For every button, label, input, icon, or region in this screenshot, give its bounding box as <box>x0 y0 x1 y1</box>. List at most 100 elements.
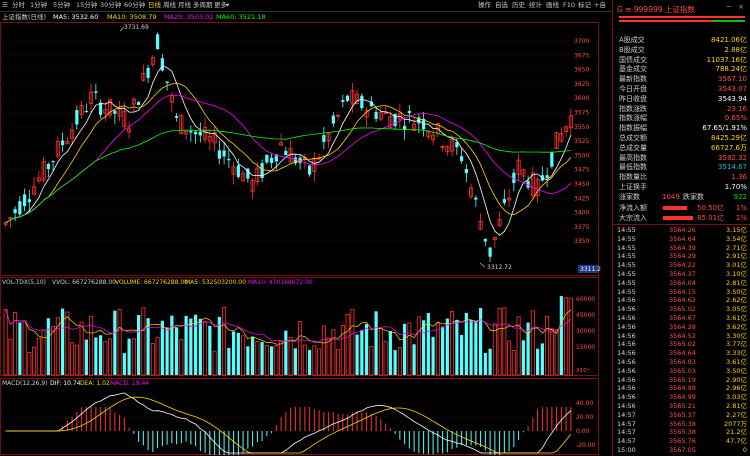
toolbar-add[interactable]: +自 <box>594 1 606 9</box>
volume-bar <box>545 315 550 376</box>
volume-bar <box>369 346 374 376</box>
volume-bar <box>270 346 274 375</box>
volume-bar <box>74 344 79 376</box>
quote-label: 国债成交 <box>619 55 647 64</box>
tick-time: 14:56 <box>617 366 636 375</box>
tab-daily[interactable]: 日线 <box>148 1 161 9</box>
quote-value: 0.65% <box>724 114 747 123</box>
quote-value: 67.65/1.91% <box>702 124 747 133</box>
quote-label: B股成交 <box>619 45 645 54</box>
volume-bar <box>365 324 369 375</box>
candle-body <box>41 161 46 181</box>
tick-amt: 47.7亿 <box>726 437 747 446</box>
tick-price: 3565.21 <box>669 402 696 410</box>
tick-amt: 3.77亿 <box>726 340 747 349</box>
close-icon[interactable]: × <box>738 3 744 11</box>
volume-bar <box>246 346 250 375</box>
volume-bar <box>549 328 554 376</box>
toolbar-mark[interactable]: 标记 <box>578 1 591 9</box>
quote-row: 上证换手 1.70% <box>619 182 747 192</box>
tick-price: 3565.76 <box>669 437 696 446</box>
candle-body <box>530 172 535 196</box>
tick-amt: 2077万 <box>723 419 747 428</box>
candle-body <box>122 111 127 128</box>
candle-body <box>189 131 193 133</box>
tab-5min[interactable]: 5分钟 <box>53 1 71 9</box>
macd-dea-line <box>5 396 572 454</box>
main-panel-border <box>0 22 599 276</box>
candle-body <box>250 179 255 192</box>
volume-bar <box>131 338 136 376</box>
volume-panel-border <box>0 277 599 376</box>
tab-multi-period[interactable]: 多周期 <box>193 1 213 9</box>
volume-bar <box>526 322 530 375</box>
volume-bar <box>203 321 208 376</box>
chevron-down-icon[interactable]: ▾ <box>226 1 230 9</box>
tab-1min[interactable]: 1分钟 <box>30 1 48 9</box>
volume-bar <box>345 314 350 376</box>
candle-body <box>350 90 355 104</box>
candle-body <box>8 217 13 220</box>
volume-bar <box>284 330 288 375</box>
toolbar-watch[interactable]: 自选 <box>495 1 508 9</box>
volume-bar <box>236 332 240 375</box>
tab-intraday[interactable]: 分时 <box>12 1 25 9</box>
candle-body <box>431 134 436 141</box>
toolbar-history[interactable]: 历史 <box>512 1 525 9</box>
tick-price: 3567.05 <box>669 446 696 454</box>
toolbar-draw[interactable]: 画线 <box>546 1 559 9</box>
tick-price: 3565.02 <box>669 305 696 314</box>
tick-price: 3565.03 <box>669 366 696 375</box>
volume-bar <box>288 337 293 376</box>
tab-weekly[interactable]: 周线 <box>163 1 176 9</box>
period-toolbar: ☰ 分时 1分钟 5分钟 15分钟 30分钟 60分钟 日线 周线 月线 多周期… <box>0 0 612 12</box>
tick-price: 3564.22 <box>669 261 696 270</box>
candle-body <box>3 222 8 225</box>
toolbar-ops[interactable]: 操作 <box>478 1 491 9</box>
volume-bar <box>312 345 317 376</box>
volume-bar <box>331 329 336 376</box>
quote-value: 66727.6万 <box>711 143 747 152</box>
tick-price: 3565.38 <box>669 428 696 437</box>
candle-body <box>160 58 164 71</box>
tab-15min[interactable]: 15分钟 <box>76 1 98 9</box>
tick-row: 14:55 3564.29 2.91亿 <box>617 252 747 261</box>
candle-body <box>146 67 150 78</box>
volume-bar <box>336 349 341 376</box>
quote-value: 3543.07 <box>718 85 747 93</box>
tick-amt: 2.71亿 <box>726 243 747 252</box>
volume-bar <box>422 320 426 375</box>
quote-label: 指数振幅 <box>619 124 647 133</box>
toolbar-f10[interactable]: F10 <box>563 1 576 9</box>
candle-body <box>246 168 250 179</box>
tab-monthly[interactable]: 月线 <box>178 1 191 9</box>
quote-title: G ≡ 999999 上证指数 <box>617 5 695 14</box>
volume-bar <box>540 343 544 375</box>
price-tick-label: 3450 <box>574 181 589 188</box>
volume-bar <box>222 307 227 376</box>
tab-30min[interactable]: 30分钟 <box>100 1 122 9</box>
volume-bar <box>46 318 50 375</box>
kline-chart-area[interactable]: 3700 3675 3650 3625 3600 3575 3550 3525 3500 3475… <box>0 11 612 456</box>
minimize-icon[interactable]: ─ <box>727 3 732 11</box>
tick-time: 14:57 <box>617 419 636 428</box>
ma60-label: MA60: 3521.18 <box>216 13 265 21</box>
tick-amt: 3.50亿 <box>726 287 747 296</box>
tick-time: 14:56 <box>617 384 636 393</box>
tab-60min[interactable]: 60分钟 <box>124 1 146 9</box>
volume-bar <box>568 297 573 376</box>
volume-bar <box>18 322 22 375</box>
tick-amt: 3.03亿 <box>726 393 747 402</box>
volume-bar <box>554 329 559 376</box>
vol-ma10-label: MA10: 470168672.00 <box>248 279 313 286</box>
menu-icon[interactable]: ☰ <box>2 1 8 9</box>
price-tick-label: 3350 <box>574 238 589 245</box>
volume-bar <box>435 322 440 376</box>
volume-bar <box>3 309 8 376</box>
quote-label: 最新指数 <box>619 75 647 84</box>
tab-more[interactable]: 更多 <box>214 1 227 9</box>
toolbar-stats[interactable]: 统计 <box>529 1 542 9</box>
candle-body <box>55 141 60 157</box>
candle-body <box>141 73 146 81</box>
tick-row: 14:57 3565.37 2.27亿 <box>617 411 747 420</box>
